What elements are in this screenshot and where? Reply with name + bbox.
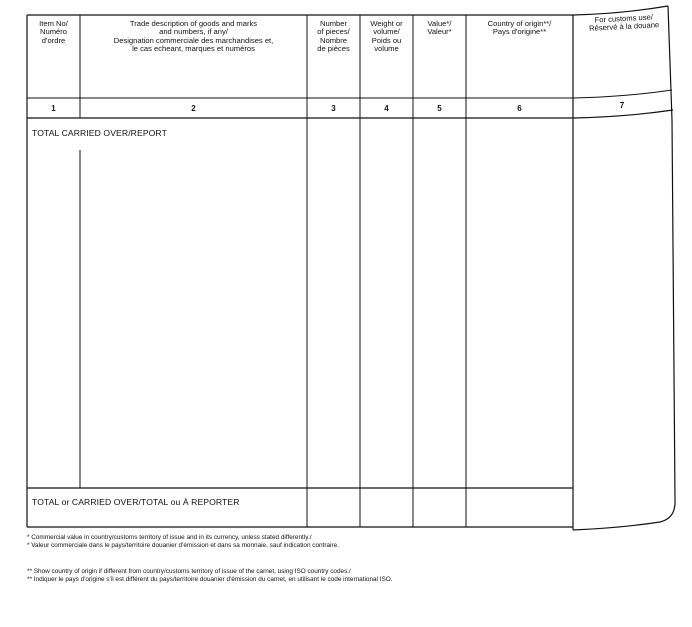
header-line: Country of origin**/ (487, 19, 552, 28)
footnote-value-fr: * Valeur commerciale dans le pays/territ… (27, 542, 339, 549)
header-weight-volume: Weight or volume/ Poids ou volume (360, 19, 413, 54)
header-line: volume (374, 44, 399, 54)
header-line: Valeur* (427, 27, 452, 37)
header-line: Nombre (319, 35, 347, 45)
header-country-of-origin: Country of origin**/ Pays d'origine** (466, 19, 573, 37)
column-number-2: 2 (191, 104, 196, 113)
header-line: d'ordre (41, 35, 66, 45)
header-line: Numéro (39, 27, 67, 37)
header-line: Value*/ (427, 19, 452, 28)
header-line: Poids ou (371, 35, 402, 45)
header-line: le cas echeant, marques et numéros (132, 44, 255, 54)
footnote-origin-en: ** Show country of origin if different f… (27, 568, 351, 575)
header-line: of pieces/ (317, 27, 350, 37)
header-line: Item No/ (39, 19, 68, 28)
footnote-value-en: * Commercial value in country/customs te… (27, 534, 312, 541)
header-line: and numbers, if any/ (159, 27, 228, 37)
header-line: volume/ (373, 27, 400, 37)
column-number-4: 4 (384, 104, 389, 113)
header-number-of-pieces: Number of pieces/ Nombre de pièces (307, 19, 360, 54)
total-to-carry-over-label: TOTAL or CARRIED OVER/TOTAL ou À REPORTE… (32, 497, 240, 507)
column-number-3: 3 (331, 104, 336, 113)
header-value: Value*/ Valeur* (413, 19, 466, 37)
column-number-7: 7 (619, 101, 625, 110)
header-line: Number (319, 19, 347, 28)
column-number-6: 6 (517, 104, 522, 113)
header-line: Weight or (370, 19, 403, 28)
header-line: de pièces (317, 44, 350, 54)
header-trade-description: Trade description of goods and marks and… (80, 19, 307, 54)
column-number-1: 1 (51, 104, 56, 113)
footnote-origin-fr: ** Indiquer le pays d'origine s'il est d… (27, 576, 393, 583)
total-carried-over-label: TOTAL CARRIED OVER/REPORT (32, 128, 167, 138)
header-item-no: Item No/ Numéro d'ordre (27, 19, 80, 45)
column-number-5: 5 (437, 104, 442, 113)
header-line: Trade description of goods and marks (129, 19, 258, 28)
header-line: Designation commerciale des marchandises… (113, 35, 274, 45)
header-line: Pays d'origine** (492, 27, 547, 37)
